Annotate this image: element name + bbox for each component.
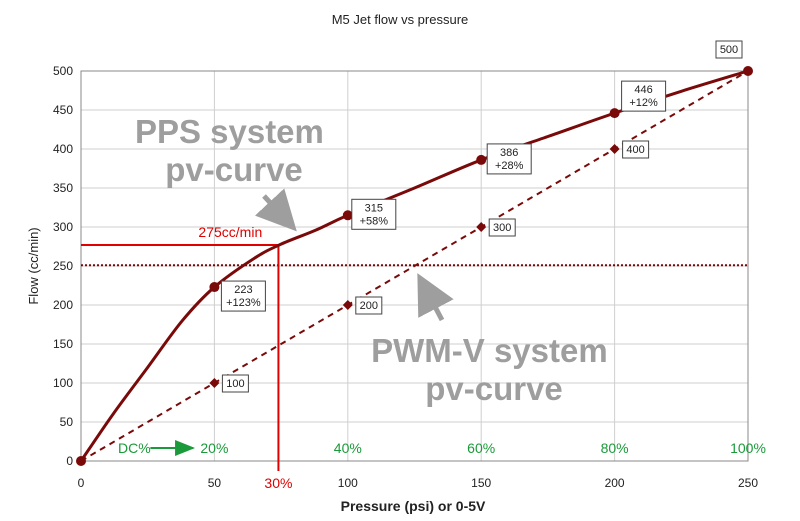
- pps-point: [342, 210, 353, 221]
- y-tick-label: 150: [53, 337, 73, 351]
- reference-lines: 275cc/min 30%: [81, 224, 748, 491]
- x-tick-label: 150: [471, 476, 491, 490]
- pwmv-label-box: [488, 218, 516, 237]
- data-points: [76, 66, 753, 466]
- pps-point: [476, 154, 487, 165]
- pwmv-label-box: [622, 140, 650, 159]
- pps-annotation: PPS system pv-curve: [135, 113, 333, 188]
- pps-series-line: [79, 69, 749, 462]
- pps-label-text: 223: [234, 284, 252, 296]
- y-tick-label: 450: [53, 103, 73, 117]
- duty-cycle-label: 60%: [467, 440, 495, 456]
- pps-label-box: [351, 198, 397, 230]
- pwmv-point: [209, 378, 220, 388]
- pps-label-text: 315: [365, 202, 383, 214]
- pps-point: [76, 456, 86, 466]
- pwmv-label: 200: [355, 296, 383, 315]
- series-layer: [79, 69, 749, 462]
- pps-label-text: 500: [720, 44, 738, 56]
- x-tick-label: 100: [338, 476, 358, 490]
- y-tick-label: 100: [53, 376, 73, 390]
- x-tick-label: 200: [605, 476, 625, 490]
- pps-label: 315+58%: [351, 198, 397, 230]
- data-labels: 223+123% 315+58% 386+28% 446+12% 500 100 200 30…: [220, 40, 743, 393]
- pwmv-label: 400: [622, 140, 650, 159]
- pps-label-text: +12%: [629, 97, 658, 109]
- y-tick-label: 50: [60, 415, 74, 429]
- pwmv-point: [609, 144, 620, 154]
- pwmv-point: [476, 222, 487, 232]
- y-tick-label: 300: [53, 220, 73, 234]
- pwmv-label-box: [221, 374, 249, 393]
- duty-cycle-label: DC%: [118, 440, 151, 456]
- red-marker-x-label: 30%: [264, 475, 292, 491]
- x-tick-label: 50: [208, 476, 222, 490]
- chart-title: M5 Jet flow vs pressure: [332, 12, 469, 27]
- y-tick-label: 400: [53, 142, 73, 156]
- red-marker-label: 275cc/min: [198, 224, 262, 240]
- x-axis-title: Pressure (psi) or 0-5V: [341, 498, 486, 514]
- pwmv-label-text: 100: [226, 378, 244, 390]
- pps-label-text: +58%: [360, 215, 389, 227]
- pps-label: 500: [715, 40, 743, 59]
- x-tick-label: 0: [78, 476, 85, 490]
- pps-label-box: [220, 280, 266, 312]
- pwmv-annotation: PWM-V system pv-curve: [371, 332, 617, 407]
- pps-label: 446+12%: [621, 80, 667, 112]
- pwmv-label-text: 200: [360, 300, 378, 312]
- pps-point: [609, 108, 620, 119]
- x-tick-label: 250: [738, 476, 758, 490]
- duty-cycle-label: 40%: [334, 440, 362, 456]
- y-tick-label: 500: [53, 64, 73, 78]
- pwmv-label-text: 300: [493, 222, 511, 234]
- pwmv-label-text: 400: [626, 144, 644, 156]
- pwmv-label: 100: [221, 374, 249, 393]
- pwmv-label-box: [355, 296, 383, 315]
- pps-label-text: +28%: [495, 160, 524, 172]
- pps-label-text: 446: [634, 84, 652, 96]
- pps-label-text: +123%: [226, 297, 261, 309]
- annotations: PPS system pv-curve PWM-V system pv-curv…: [135, 113, 617, 407]
- pps-label-text: 386: [500, 147, 518, 159]
- duty-cycle-label: 100%: [730, 440, 766, 456]
- duty-cycle-labels: DC% 20% 40% 60% 80% 100%: [118, 440, 766, 456]
- duty-cycle-label: 20%: [200, 440, 228, 456]
- pps-point: [743, 66, 753, 76]
- y-tick-label: 200: [53, 298, 73, 312]
- pwmv-label: 300: [488, 218, 516, 237]
- pps-label-box: [715, 40, 743, 59]
- y-axis-title: Flow (cc/min): [26, 227, 41, 304]
- pwmv-annotation-arrow: [417, 273, 454, 322]
- pps-annotation-arrow: [254, 188, 297, 232]
- y-tick-label: 350: [53, 181, 73, 195]
- pps-label-box: [486, 143, 532, 175]
- pwmv-series-line: [80, 70, 749, 462]
- y-tick-label: 250: [53, 259, 73, 273]
- pps-point: [209, 282, 220, 293]
- pps-label-box: [621, 80, 667, 112]
- pwmv-point: [342, 300, 353, 310]
- pps-label: 386+28%: [486, 143, 532, 175]
- pps-label: 223+123%: [220, 280, 266, 312]
- duty-cycle-label: 80%: [601, 440, 629, 456]
- y-tick-label: 0: [66, 454, 73, 468]
